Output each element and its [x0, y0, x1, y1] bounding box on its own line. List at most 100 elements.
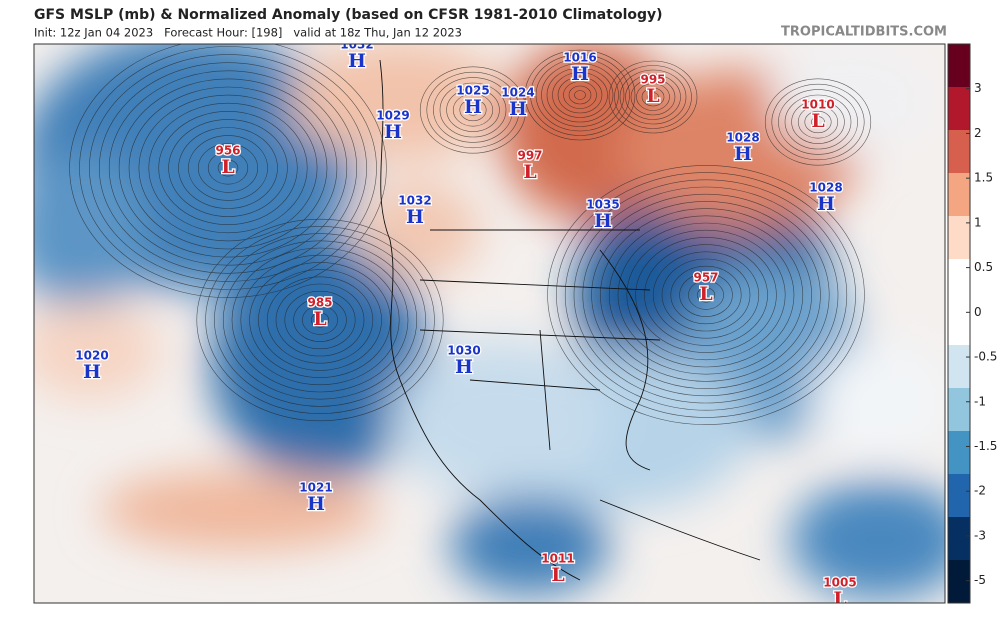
colorbar-band [948, 87, 970, 131]
center-pressure: 1011 [541, 552, 574, 566]
isobar [524, 49, 636, 141]
center-letter: L [221, 156, 234, 178]
isobar [811, 116, 825, 128]
isobar [635, 237, 777, 353]
colorbar-band [948, 560, 970, 604]
center-letter: H [509, 98, 527, 120]
center-pressure: 1030 [447, 344, 480, 358]
center-letter: L [313, 308, 326, 330]
isobar [118, 78, 338, 258]
isobar [178, 127, 278, 209]
center-pressure: 1029 [376, 109, 409, 123]
isobar [293, 298, 347, 342]
center-letter: L [811, 110, 824, 132]
isobar [625, 74, 681, 120]
isobar [797, 105, 839, 139]
center-letter: L [523, 161, 536, 183]
colorbar-band [948, 216, 970, 260]
isobar [764, 78, 872, 166]
isobar [196, 218, 444, 422]
isobar [148, 102, 308, 234]
center-pressure: 995 [640, 73, 665, 87]
isobar [556, 172, 856, 418]
isobar [568, 85, 592, 105]
isobar [608, 60, 698, 134]
center-pressure: 1025 [456, 84, 489, 98]
center-letter: H [594, 210, 612, 232]
isobar [574, 90, 586, 100]
center-pressure: 1021 [299, 481, 332, 495]
isobar [249, 262, 391, 378]
center-letter: H [571, 63, 589, 85]
isobar [552, 72, 608, 118]
isobar [158, 111, 298, 226]
center-pressure: 997 [517, 149, 542, 163]
isobar [446, 88, 500, 132]
isobar [452, 93, 494, 127]
center-letter: H [307, 493, 325, 515]
isobar [108, 70, 348, 266]
isobar [652, 251, 760, 339]
isobar [222, 240, 418, 400]
isobar [573, 186, 839, 404]
colorbar-frame [947, 43, 971, 604]
isobar [661, 258, 751, 332]
colorbar-band [948, 259, 970, 303]
center-pressure: 1024 [501, 86, 534, 100]
isobar [546, 67, 614, 123]
colorbar-label: 2 [974, 126, 982, 140]
center-letter: H [348, 50, 366, 72]
subtitle: Init: 12z Jan 04 2023 Forecast Hour: [19… [34, 26, 462, 40]
isobar [644, 244, 768, 346]
colorbar-label: -1.5 [974, 439, 997, 453]
center-pressure: 957 [693, 271, 718, 285]
isobar [240, 254, 400, 386]
colorbar-band [948, 474, 970, 518]
isobar [688, 280, 724, 310]
isobar [69, 44, 387, 298]
isobar [466, 104, 480, 116]
center-letter: H [83, 361, 101, 383]
colorbar-band [948, 388, 970, 432]
isobar [459, 98, 487, 122]
center-letter: L [646, 85, 659, 107]
center-letter: L [551, 564, 564, 586]
colorbar-label: -3 [974, 528, 986, 542]
isobar [614, 65, 692, 129]
isobar [426, 71, 520, 149]
isobar [670, 265, 742, 325]
center-letter: H [455, 356, 473, 378]
site-label: TROPICALTIDBITS.COM [781, 25, 947, 40]
isobar [439, 82, 507, 138]
center-letter: L [833, 588, 846, 610]
isobar [284, 290, 356, 350]
center-pressure: 1035 [586, 198, 619, 212]
isobar [302, 305, 338, 335]
isobar [778, 89, 858, 155]
colorbar-band [948, 302, 970, 346]
isobar [433, 77, 513, 143]
center-pressure: 1028 [809, 181, 842, 195]
colorbar-band [948, 44, 970, 88]
center-pressure: 1020 [75, 349, 108, 363]
isobar [541, 63, 619, 127]
isobar [214, 233, 426, 407]
isobar [617, 222, 795, 368]
isobar [99, 62, 357, 274]
isobar [791, 100, 845, 144]
isobar [217, 159, 239, 177]
isobar [563, 81, 597, 109]
isobar [647, 92, 659, 102]
colorbar-band [948, 517, 970, 561]
center-letter: H [406, 206, 424, 228]
colorbar-label: -1 [974, 394, 986, 408]
isobar [591, 201, 821, 389]
isobar [198, 143, 259, 193]
isobar [626, 229, 786, 361]
colorbar-band [948, 130, 970, 174]
center-pressure: 1028 [726, 131, 759, 145]
colorbar-label: -0.5 [974, 350, 997, 364]
isobar [207, 151, 249, 185]
